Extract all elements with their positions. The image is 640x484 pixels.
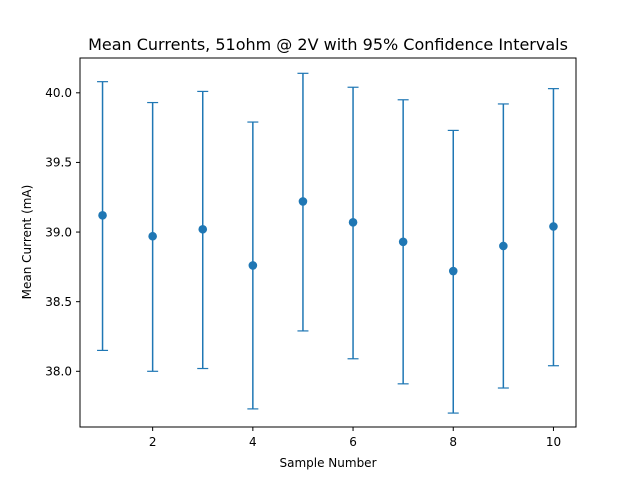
- y-tick-label: 39.0: [45, 225, 72, 239]
- mean-point: [148, 231, 157, 241]
- x-axis-label: Sample Number: [279, 456, 376, 470]
- y-tick-label: 38.0: [45, 365, 72, 379]
- y-tick-label: 40.0: [45, 86, 72, 100]
- mean-point: [198, 224, 208, 234]
- mean-point: [448, 266, 458, 276]
- x-tick-label: 4: [249, 435, 257, 449]
- y-axis-label: Mean Current (mA): [20, 185, 34, 300]
- mean-point: [298, 197, 308, 206]
- x-tick-label: 8: [449, 435, 457, 449]
- plot-area: [97, 72, 559, 414]
- mean-point: [248, 261, 258, 270]
- mean-point: [98, 211, 107, 220]
- x-tick-label: 6: [349, 435, 357, 449]
- y-tick-label: 39.5: [45, 156, 72, 170]
- mean-point: [549, 222, 558, 231]
- axes: 2 4 6 8 10 38.0 38.5 39.0 39.5 40.0: [45, 57, 577, 449]
- chart-title: Mean Currents, 51ohm @ 2V with 95% Confi…: [88, 35, 568, 54]
- mean-point: [348, 218, 358, 227]
- mean-point: [398, 237, 408, 247]
- y-tick-label: 38.5: [45, 295, 72, 309]
- axes-frame: [79, 57, 577, 428]
- x-tick-label: 10: [546, 435, 561, 449]
- mean-point: [499, 241, 508, 251]
- x-tick-label: 2: [149, 435, 157, 449]
